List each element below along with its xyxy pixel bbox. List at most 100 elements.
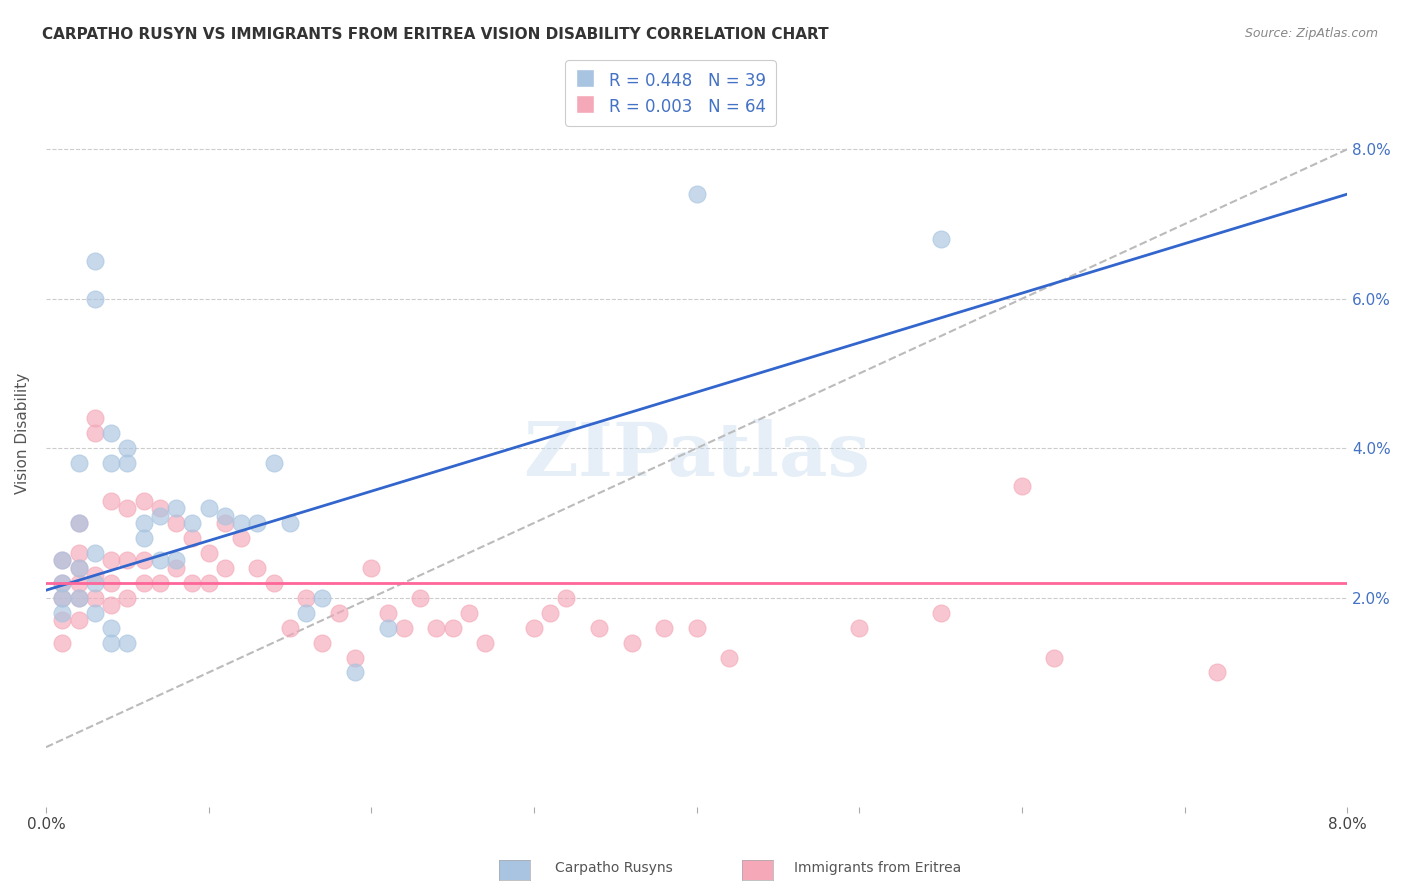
Point [100, 575, 122, 590]
Point [474, 635, 496, 649]
Point [132, 516, 155, 530]
Point [231, 516, 253, 530]
Text: Source: ZipAtlas.com: Source: ZipAtlas.com [1244, 27, 1378, 40]
Point [67, 575, 90, 590]
Point [555, 591, 578, 605]
Point [588, 621, 610, 635]
Point [132, 575, 155, 590]
Point [457, 606, 479, 620]
Point [117, 553, 139, 567]
Legend: R = 0.448   N = 39, R = 0.003   N = 64: R = 0.448 N = 39, R = 0.003 N = 64 [565, 61, 776, 126]
Point [100, 635, 122, 649]
Text: Carpatho Rusyns: Carpatho Rusyns [555, 862, 673, 875]
Point [231, 531, 253, 545]
Point [67, 516, 90, 530]
Point [181, 531, 204, 545]
Point [51, 553, 73, 567]
Point [51, 613, 73, 627]
Point [67, 516, 90, 530]
Point [929, 232, 952, 246]
Point [425, 621, 447, 635]
Point [117, 591, 139, 605]
Text: ZIPatlas: ZIPatlas [523, 419, 870, 492]
Point [214, 561, 236, 575]
Point [132, 493, 155, 508]
Point [51, 591, 73, 605]
Point [117, 635, 139, 649]
Point [278, 621, 301, 635]
Point [165, 501, 187, 516]
Point [197, 501, 219, 516]
Point [165, 561, 187, 575]
Point [295, 606, 318, 620]
Point [214, 508, 236, 523]
Point [83, 426, 105, 441]
Point [360, 561, 382, 575]
Point [83, 292, 105, 306]
Point [165, 516, 187, 530]
Point [246, 561, 269, 575]
Point [51, 591, 73, 605]
Point [263, 575, 285, 590]
Point [132, 553, 155, 567]
Point [67, 591, 90, 605]
Point [263, 456, 285, 470]
Point [652, 621, 675, 635]
Point [538, 606, 561, 620]
Point [149, 553, 172, 567]
Point [1011, 478, 1033, 492]
Point [149, 501, 172, 516]
Point [377, 621, 399, 635]
Point [132, 531, 155, 545]
Point [523, 621, 546, 635]
Point [377, 606, 399, 620]
Point [100, 493, 122, 508]
Point [83, 606, 105, 620]
Point [51, 606, 73, 620]
Point [409, 591, 432, 605]
Point [929, 606, 952, 620]
Point [392, 621, 415, 635]
Point [83, 254, 105, 268]
Point [83, 575, 105, 590]
Point [344, 665, 367, 680]
Text: CARPATHO RUSYN VS IMMIGRANTS FROM ERITREA VISION DISABILITY CORRELATION CHART: CARPATHO RUSYN VS IMMIGRANTS FROM ERITRE… [42, 27, 828, 42]
Point [67, 546, 90, 560]
Point [295, 591, 318, 605]
Point [117, 456, 139, 470]
Point [51, 635, 73, 649]
Point [100, 426, 122, 441]
Point [117, 442, 139, 456]
Point [51, 575, 73, 590]
Point [214, 516, 236, 530]
Point [100, 621, 122, 635]
Point [246, 516, 269, 530]
Text: Immigrants from Eritrea: Immigrants from Eritrea [794, 862, 962, 875]
Point [51, 553, 73, 567]
Point [67, 613, 90, 627]
Point [83, 568, 105, 582]
Point [311, 635, 333, 649]
Point [197, 575, 219, 590]
Point [83, 411, 105, 425]
Point [1043, 650, 1066, 665]
Point [181, 575, 204, 590]
Point [685, 621, 707, 635]
Y-axis label: Vision Disability: Vision Disability [15, 373, 30, 494]
Point [718, 650, 741, 665]
Point [100, 553, 122, 567]
Point [311, 591, 333, 605]
Point [685, 187, 707, 202]
Point [344, 650, 367, 665]
Point [165, 553, 187, 567]
Point [67, 561, 90, 575]
Point [149, 508, 172, 523]
Point [149, 575, 172, 590]
Point [197, 546, 219, 560]
Point [67, 591, 90, 605]
Point [278, 516, 301, 530]
Point [83, 591, 105, 605]
Point [328, 606, 350, 620]
Point [100, 598, 122, 612]
Point [1206, 665, 1229, 680]
